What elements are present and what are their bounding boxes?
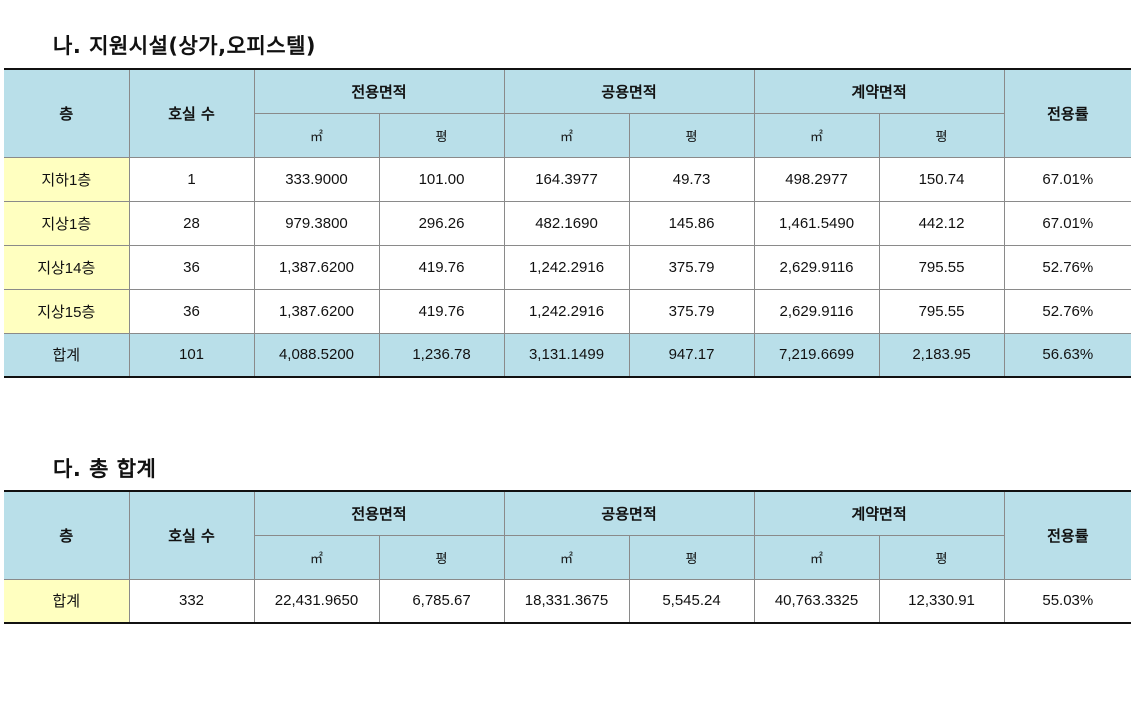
cell-rooms: 332 <box>128 578 255 624</box>
cell-contract-m2: 7,219.6699 <box>753 332 880 378</box>
cell-exclusive-m2: 1,387.6200 <box>253 288 380 334</box>
cell-common-m2: 3,131.1499 <box>503 332 630 378</box>
header-rooms: 호실 수 <box>128 68 255 158</box>
cell-floor: 지상1층 <box>4 200 130 246</box>
cell-contract-m2: 498.2977 <box>753 156 880 202</box>
cell-contract-m2: 2,629.9116 <box>753 288 880 334</box>
cell-floor: 지상14층 <box>4 244 130 290</box>
cell-floor: 지하1층 <box>4 156 130 202</box>
header-unit-m2: ㎡ <box>254 534 380 580</box>
section-title-support-facilities: 나. 지원시설(상가,오피스텔) <box>53 34 316 58</box>
cell-rooms: 36 <box>128 244 255 290</box>
header-unit-pyeong: 평 <box>628 534 755 580</box>
cell-common-pyeong: 145.86 <box>628 200 755 246</box>
header-contract-area: 계약면적 <box>753 68 1005 114</box>
cell-contract-m2: 1,461.5490 <box>753 200 880 246</box>
table-row: 지상1층 28 979.3800 296.26 482.1690 145.86 … <box>4 200 1132 246</box>
cell-contract-pyeong: 795.55 <box>878 244 1005 290</box>
header-unit-pyeong: 평 <box>628 112 755 158</box>
cell-rooms: 101 <box>128 332 255 378</box>
header-unit-pyeong: 평 <box>378 534 505 580</box>
header-exclusive-ratio: 전용률 <box>1003 490 1132 580</box>
cell-common-m2: 1,242.2916 <box>503 244 630 290</box>
cell-common-pyeong: 375.79 <box>628 288 755 334</box>
cell-exclusive-m2: 979.3800 <box>253 200 380 246</box>
header-exclusive-area: 전용면적 <box>253 68 505 114</box>
cell-common-m2: 18,331.3675 <box>503 578 630 624</box>
header-unit-pyeong: 평 <box>878 112 1005 158</box>
cell-contract-pyeong: 2,183.95 <box>878 332 1005 378</box>
cell-exclusive-pyeong: 101.00 <box>378 156 505 202</box>
cell-floor: 합계 <box>4 578 130 624</box>
cell-exclusive-m2: 1,387.6200 <box>253 244 380 290</box>
cell-floor: 지상15층 <box>4 288 130 334</box>
header-rooms: 호실 수 <box>128 490 255 580</box>
cell-common-pyeong: 49.73 <box>628 156 755 202</box>
cell-exclusive-pyeong: 6,785.67 <box>378 578 505 624</box>
cell-exclusive-m2: 22,431.9650 <box>253 578 380 624</box>
cell-ratio: 52.76% <box>1003 244 1132 290</box>
cell-exclusive-pyeong: 1,236.78 <box>378 332 505 378</box>
header-common-area: 공용면적 <box>503 490 755 536</box>
cell-ratio: 52.76% <box>1003 288 1132 334</box>
cell-rooms: 1 <box>128 156 255 202</box>
cell-contract-pyeong: 150.74 <box>878 156 1005 202</box>
cell-common-m2: 482.1690 <box>503 200 630 246</box>
table-row: 지하1층 1 333.9000 101.00 164.3977 49.73 49… <box>4 156 1132 202</box>
cell-contract-pyeong: 12,330.91 <box>878 578 1005 624</box>
header-contract-area: 계약면적 <box>753 490 1005 536</box>
header-exclusive-area: 전용면적 <box>253 490 505 536</box>
table-total-row: 합계 101 4,088.5200 1,236.78 3,131.1499 94… <box>4 332 1132 378</box>
cell-exclusive-pyeong: 296.26 <box>378 200 505 246</box>
cell-common-pyeong: 947.17 <box>628 332 755 378</box>
cell-contract-pyeong: 442.12 <box>878 200 1005 246</box>
cell-rooms: 28 <box>128 200 255 246</box>
header-unit-m2: ㎡ <box>503 534 630 580</box>
cell-common-m2: 164.3977 <box>503 156 630 202</box>
section-title-grand-total: 다. 총 합계 <box>53 457 157 481</box>
cell-exclusive-pyeong: 419.76 <box>378 244 505 290</box>
cell-rooms: 36 <box>128 288 255 334</box>
table-total-row: 합계 332 22,431.9650 6,785.67 18,331.3675 … <box>4 578 1132 624</box>
cell-ratio: 67.01% <box>1003 200 1132 246</box>
cell-ratio: 67.01% <box>1003 156 1132 202</box>
cell-common-pyeong: 375.79 <box>628 244 755 290</box>
header-floor: 층 <box>4 68 130 158</box>
cell-common-pyeong: 5,545.24 <box>628 578 755 624</box>
cell-ratio: 56.63% <box>1003 332 1132 378</box>
cell-exclusive-m2: 333.9000 <box>253 156 380 202</box>
cell-contract-m2: 2,629.9116 <box>753 244 880 290</box>
header-floor: 층 <box>4 490 130 580</box>
header-unit-pyeong: 평 <box>378 112 505 158</box>
cell-contract-pyeong: 795.55 <box>878 288 1005 334</box>
header-exclusive-ratio: 전용률 <box>1003 68 1132 158</box>
cell-ratio: 55.03% <box>1003 578 1132 624</box>
cell-exclusive-m2: 4,088.5200 <box>253 332 380 378</box>
header-unit-m2: ㎡ <box>753 534 880 580</box>
header-unit-m2: ㎡ <box>503 112 630 158</box>
table-row: 지상14층 36 1,387.6200 419.76 1,242.2916 37… <box>4 244 1132 290</box>
support-facilities-table: 층 호실 수 전용면적 공용면적 계약면적 전용률 ㎡ 평 ㎡ 평 ㎡ 평 지하… <box>4 68 1132 378</box>
header-common-area: 공용면적 <box>503 68 755 114</box>
header-unit-m2: ㎡ <box>753 112 880 158</box>
cell-exclusive-pyeong: 419.76 <box>378 288 505 334</box>
header-unit-pyeong: 평 <box>878 534 1005 580</box>
cell-common-m2: 1,242.2916 <box>503 288 630 334</box>
cell-contract-m2: 40,763.3325 <box>753 578 880 624</box>
cell-floor: 합계 <box>4 332 130 378</box>
grand-total-table: 층 호실 수 전용면적 공용면적 계약면적 전용률 ㎡ 평 ㎡ 평 ㎡ 평 합계… <box>4 490 1132 624</box>
header-unit-m2: ㎡ <box>254 112 380 158</box>
table-row: 지상15층 36 1,387.6200 419.76 1,242.2916 37… <box>4 288 1132 334</box>
